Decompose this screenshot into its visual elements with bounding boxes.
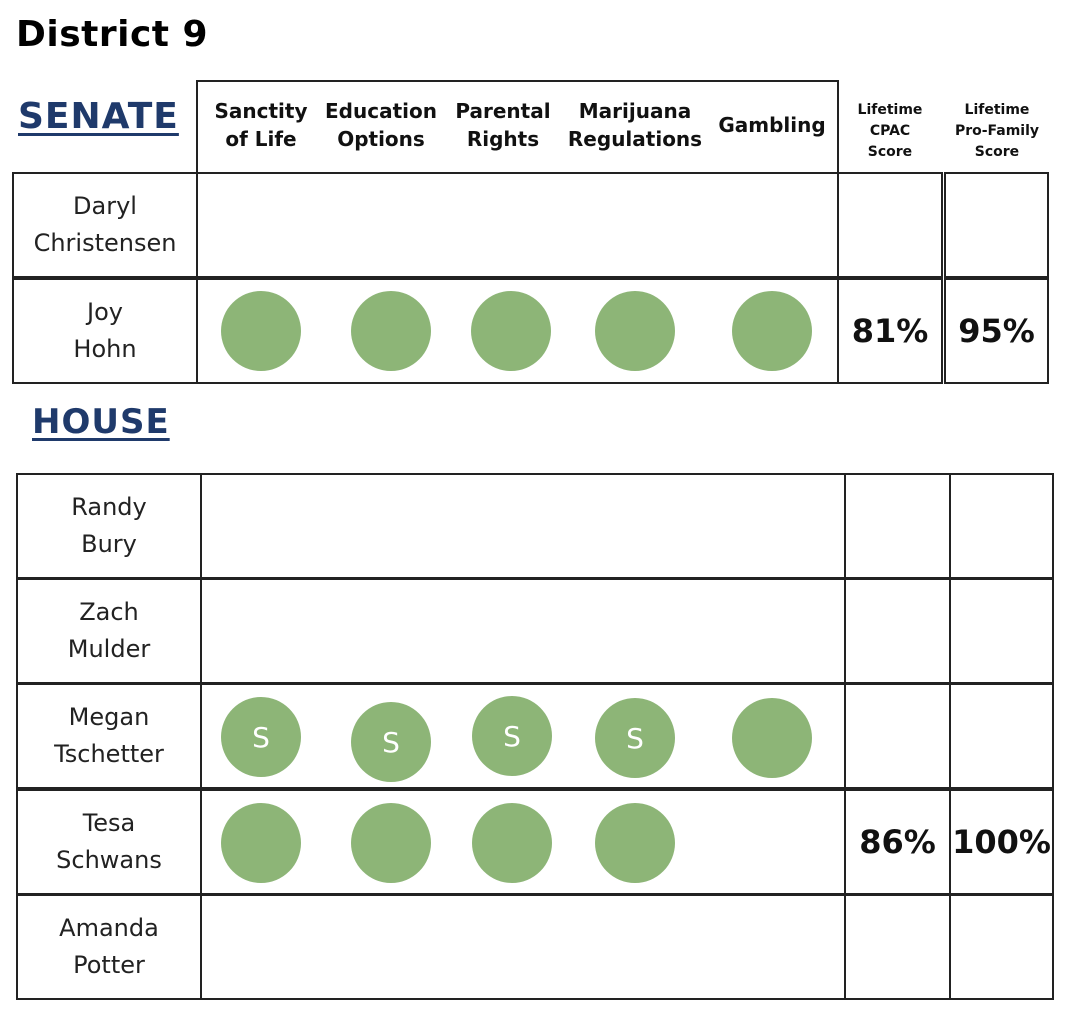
column-header-pro-family-score: Lifetime Pro-Family Score bbox=[954, 101, 1040, 160]
cpac-score-cell bbox=[844, 894, 951, 1000]
house-heading: HOUSE bbox=[32, 402, 170, 442]
pro-family-score-cell: 100% bbox=[949, 789, 1054, 895]
support-dot: S bbox=[221, 697, 301, 777]
issues-cell bbox=[200, 789, 846, 895]
support-dot bbox=[472, 803, 552, 883]
support-dot bbox=[221, 803, 301, 883]
support-dot bbox=[471, 291, 551, 371]
cpac-score-cell: 86% bbox=[844, 789, 951, 895]
issues-cell bbox=[200, 473, 846, 579]
support-dot bbox=[732, 698, 812, 778]
issues-cell bbox=[200, 894, 846, 1000]
issues-cell: S S S S bbox=[200, 683, 846, 789]
issues-cell bbox=[196, 172, 839, 278]
column-header-education-options: Education Options bbox=[325, 99, 437, 151]
page-title: District 9 bbox=[16, 14, 209, 55]
column-header-cpac-score: Lifetime CPAC Score bbox=[857, 101, 923, 160]
candidate-name: Joy Hohn bbox=[12, 278, 198, 384]
issues-cell bbox=[196, 278, 839, 384]
pro-family-score-cell bbox=[949, 473, 1054, 579]
candidate-name: Megan Tschetter bbox=[16, 683, 202, 789]
cpac-score-cell bbox=[844, 473, 951, 579]
senate-heading: SENATE bbox=[18, 96, 179, 137]
issues-cell bbox=[200, 578, 846, 684]
support-dot: S bbox=[351, 702, 431, 782]
column-header-parental-rights: Parental Rights bbox=[455, 99, 551, 151]
candidate-name: Randy Bury bbox=[16, 473, 202, 579]
support-dot bbox=[732, 291, 812, 371]
support-dot bbox=[595, 291, 675, 371]
cpac-score-cell bbox=[844, 578, 951, 684]
support-dot bbox=[351, 291, 431, 371]
support-dot: S bbox=[595, 698, 675, 778]
column-header-sanctity-of-life: Sanctity of Life bbox=[214, 99, 308, 151]
candidate-name: Tesa Schwans bbox=[16, 789, 202, 895]
support-dot: S bbox=[472, 696, 552, 776]
pro-family-score-cell bbox=[949, 683, 1054, 789]
support-dot bbox=[595, 803, 675, 883]
cpac-score-cell bbox=[837, 172, 943, 278]
cpac-score-cell bbox=[844, 683, 951, 789]
support-dot bbox=[221, 291, 301, 371]
pro-family-score-cell: 95% bbox=[944, 278, 1049, 384]
cpac-score-cell: 81% bbox=[837, 278, 943, 384]
candidate-name: Amanda Potter bbox=[16, 894, 202, 1000]
candidate-name: Daryl Christensen bbox=[12, 172, 198, 278]
support-dot bbox=[351, 803, 431, 883]
pro-family-score-cell bbox=[944, 172, 1049, 278]
candidate-name: Zach Mulder bbox=[16, 578, 202, 684]
issues-header-box bbox=[196, 80, 839, 174]
column-header-marijuana-regulations: Marijuana Regulations bbox=[567, 99, 703, 151]
column-header-gambling: Gambling bbox=[718, 113, 826, 137]
pro-family-score-cell bbox=[949, 578, 1054, 684]
pro-family-score-cell bbox=[949, 894, 1054, 1000]
